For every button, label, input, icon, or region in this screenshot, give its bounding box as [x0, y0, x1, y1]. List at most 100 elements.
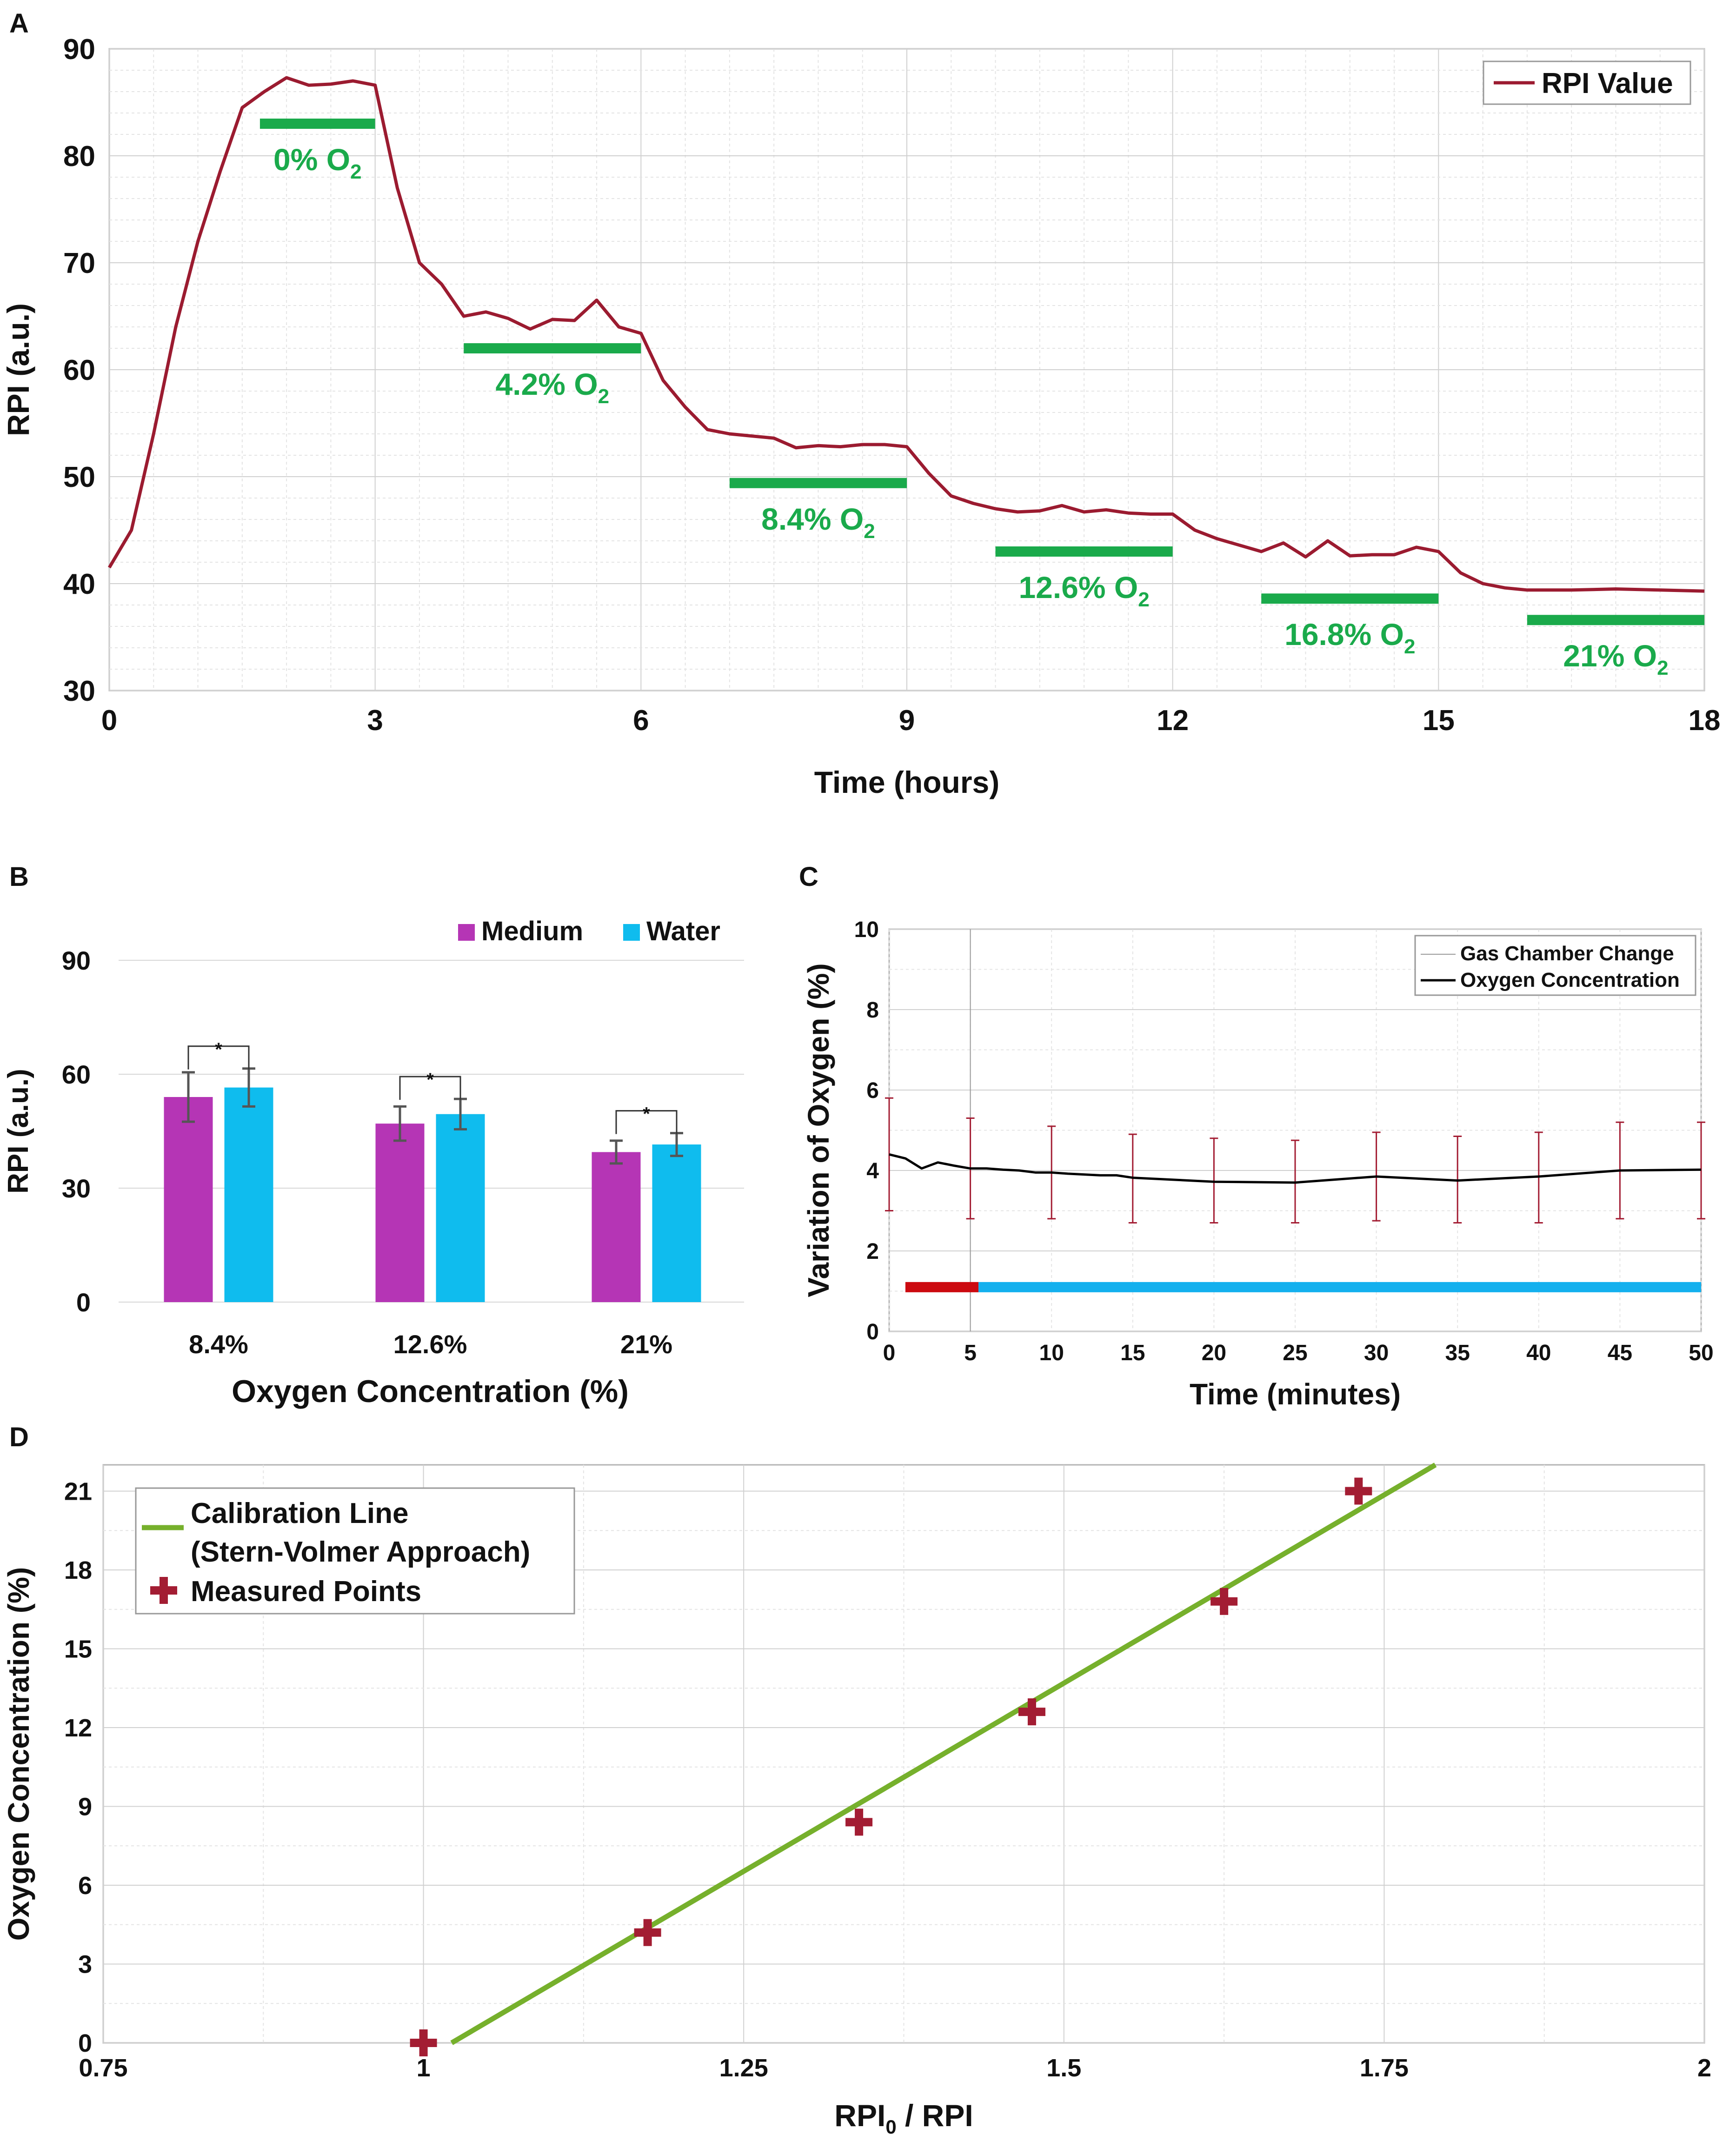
panel-c-x-tick-label: 5 — [964, 1341, 977, 1365]
panel-b-y-tick-label: 60 — [62, 1060, 91, 1089]
panel-b-x-tick-label: 12.6% — [393, 1330, 467, 1359]
panel-d-measured-point — [634, 1919, 661, 1946]
panel-d-x-tick-label: 2 — [1697, 2054, 1711, 2082]
panel-d-y-tick-label: 15 — [64, 1636, 92, 1663]
panel-a-oxygen-phase-label: 8.4% O2 — [761, 502, 875, 543]
panel-c-x-tick-label: 50 — [1689, 1341, 1713, 1365]
panel-b-x-tick-label: 21% — [620, 1330, 672, 1359]
panel-b-y-tick-label: 90 — [62, 946, 91, 975]
panel-c-y-axis-label: Variation of Oxygen (%) — [802, 963, 835, 1297]
panel-a-x-axis-label: Time (hours) — [814, 765, 999, 799]
panel-b-legend-label-water: Water — [646, 916, 720, 946]
panel-c-y-tick-label: 4 — [866, 1159, 879, 1184]
panel-b-significance-star: * — [426, 1070, 434, 1090]
panel-b-legend-label-medium: Medium — [481, 916, 583, 946]
panel-a-y-tick-label: 30 — [63, 675, 95, 707]
panel-a-x-tick-label: 18 — [1689, 705, 1721, 737]
panel-d-y-tick-label: 6 — [78, 1872, 92, 1900]
panel-a-x-tick-label: 12 — [1157, 705, 1189, 737]
panel-b-bar-water — [652, 1144, 701, 1302]
panel-d-x-tick-label: 1.25 — [719, 2054, 768, 2082]
panel-d-legend-label-line-sub: (Stern-Volmer Approach) — [191, 1536, 530, 1568]
panel-d-y-axis-label: Oxygen Concentration (%) — [2, 1567, 35, 1941]
panel-c-y-tick-label: 10 — [854, 918, 879, 942]
panel-a-y-tick-label: 90 — [63, 33, 95, 66]
panel-a-legend-label: RPI Value — [1542, 67, 1673, 100]
panel-c-x-tick-label: 45 — [1608, 1341, 1632, 1365]
panel-c-x-axis-label: Time (minutes) — [1190, 1377, 1401, 1411]
panel-a-oxygen-phase-label: 16.8% O2 — [1284, 617, 1415, 658]
panel-d-y-tick-label: 18 — [64, 1556, 92, 1584]
panel-b-significance-star: * — [643, 1104, 650, 1124]
panel-a-oxygen-phase-label: 0% O2 — [273, 142, 362, 183]
panel-a-oxygen-phase-label: 12.6% O2 — [1018, 570, 1149, 611]
panel-c-legend-label-gas-chamber: Gas Chamber Change — [1460, 942, 1674, 965]
panel-a-oxygen-phase-label: 21% O2 — [1563, 638, 1668, 679]
panel-b-bar-medium — [592, 1152, 641, 1302]
panel-b-y-tick-label: 0 — [76, 1288, 91, 1317]
panel-c-y-tick-label: 0 — [866, 1320, 879, 1344]
panel-a: 0 3 6 9 12 15 18 30 40 50 60 70 80 90 Time (hours) RPI … — [1, 33, 1720, 799]
panel-c-x-tick-label: 35 — [1445, 1341, 1470, 1365]
panel-d-legend-box — [135, 1487, 575, 1615]
panel-b-significance-star: * — [215, 1039, 222, 1060]
panel-a-y-tick-label: 70 — [63, 247, 95, 279]
panel-a-x-tick-label: 9 — [899, 705, 915, 737]
panel-c-legend-box — [1414, 935, 1696, 996]
panel-d-measured-point — [845, 1809, 873, 1836]
panel-d-x-tick-label: 0.75 — [79, 2054, 127, 2082]
panel-d-y-tick-label: 3 — [78, 1951, 92, 1979]
panel-b-significance-bracket — [187, 1045, 250, 1070]
panel-b-y-tick-label: 30 — [62, 1174, 91, 1203]
panel-a-x-tick-label: 3 — [367, 705, 383, 737]
panel-c-legend-label-oxygen: Oxygen Concentration — [1460, 969, 1680, 991]
panel-d-measured-point — [1018, 1698, 1045, 1726]
panel-b: 0 30 60 90 RPI (a.u.) Oxygen Concentration (%… — [2, 916, 744, 1409]
panel-b-bar-medium — [164, 1097, 213, 1302]
panel-b-bar-water — [436, 1114, 485, 1302]
panel-d-legend-label-line: Calibration Line — [191, 1497, 408, 1529]
panel-d-x-tick-label: 1.75 — [1360, 2054, 1409, 2082]
panel-d-calibration-line — [450, 1463, 1437, 2045]
panel-d-measured-point — [1345, 1477, 1372, 1505]
panel-c-x-tick-label: 20 — [1202, 1341, 1226, 1365]
panel-c-x-tick-label: 0 — [883, 1341, 896, 1365]
panel-b-legend-swatch-water — [623, 924, 640, 941]
panel-a-rpi-series-line — [107, 76, 1705, 593]
panel-d-y-tick-label: 21 — [64, 1478, 92, 1506]
panel-label-d: D — [9, 1422, 29, 1452]
panel-d-legend-swatch-points — [150, 1577, 177, 1604]
panel-d-x-tick-label: 1 — [417, 2054, 431, 2082]
panel-a-x-tick-label: 0 — [101, 705, 117, 737]
panel-a-y-tick-label: 40 — [63, 568, 95, 600]
panel-d-measured-point — [410, 2029, 437, 2056]
panel-c-x-tick-label: 25 — [1283, 1341, 1307, 1365]
panel-c-y-tick-label: 6 — [866, 1078, 879, 1103]
panel-c-x-tick-label: 15 — [1120, 1341, 1145, 1365]
panel-a-y-axis-label: RPI (a.u.) — [1, 303, 35, 436]
panel-b-bar-medium — [375, 1124, 425, 1302]
panel-b-significance-bracket — [399, 1076, 461, 1100]
panel-d-x-axis-label: RPI0 / RPI — [834, 2098, 973, 2138]
panel-b-x-tick-label: 8.4% — [189, 1330, 248, 1359]
panel-d-y-tick-label: 0 — [78, 2029, 92, 2057]
panel-label-b: B — [9, 862, 29, 892]
panel-a-oxygen-phase-label: 4.2% O2 — [495, 367, 609, 408]
panel-b-significance-bracket — [615, 1110, 678, 1134]
panel-c-x-tick-label: 10 — [1039, 1341, 1064, 1365]
panel-label-a: A — [9, 8, 29, 39]
panel-c: 0 5 10 15 20 25 30 35 40 45 50 0 2 4 6 8 10 Time (minutes… — [802, 918, 1714, 1411]
panel-a-x-tick-label: 15 — [1423, 705, 1455, 737]
panel-c-y-tick-label: 2 — [866, 1239, 879, 1264]
panel-label-c: C — [799, 862, 818, 892]
panel-d-y-tick-label: 12 — [64, 1714, 92, 1742]
panel-c-x-tick-label: 30 — [1364, 1341, 1389, 1365]
panel-b-x-axis-label: Oxygen Concentration (%) — [232, 1374, 629, 1409]
panel-d-y-tick-label: 9 — [78, 1793, 92, 1821]
panel-d: 0.75 1 1.25 1.5 1.75 2 0 3 6 9 12 15 18 21 RPI0 / RPI O… — [2, 1463, 1711, 2138]
panel-d-x-tick-label: 1.5 — [1046, 2054, 1081, 2082]
panel-a-x-tick-label: 6 — [633, 705, 649, 737]
panel-d-legend-label-points: Measured Points — [191, 1576, 421, 1608]
panel-c-oxygen-concentration-line — [889, 1153, 1702, 1184]
